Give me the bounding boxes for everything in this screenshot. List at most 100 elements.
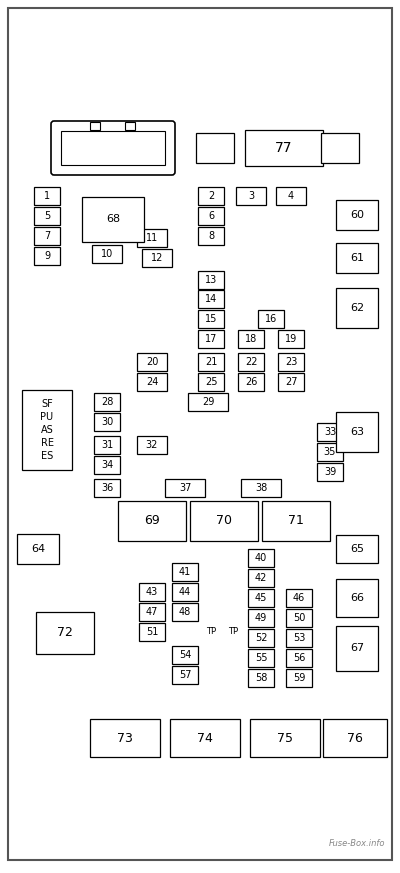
Text: 68: 68 xyxy=(106,214,120,224)
Bar xyxy=(317,423,343,441)
Bar xyxy=(336,579,378,617)
Text: 46: 46 xyxy=(293,593,305,603)
Text: 22: 22 xyxy=(245,357,257,367)
Text: 34: 34 xyxy=(101,460,113,470)
Text: 11: 11 xyxy=(146,233,158,243)
Bar xyxy=(34,187,60,205)
Bar xyxy=(286,649,312,667)
Text: 10: 10 xyxy=(101,249,113,259)
Text: 55: 55 xyxy=(255,653,267,663)
Bar xyxy=(165,479,205,497)
Text: 8: 8 xyxy=(208,231,214,241)
Bar xyxy=(142,249,172,267)
Text: 48: 48 xyxy=(179,607,191,617)
Text: 54: 54 xyxy=(179,650,191,660)
Text: TP: TP xyxy=(206,628,216,636)
Text: 59: 59 xyxy=(293,673,305,683)
Bar xyxy=(198,353,224,371)
Text: 66: 66 xyxy=(350,593,364,603)
Text: 53: 53 xyxy=(293,633,305,643)
Bar xyxy=(236,187,266,205)
Bar xyxy=(248,629,274,647)
Bar xyxy=(336,625,378,670)
Text: 42: 42 xyxy=(255,573,267,583)
Text: 16: 16 xyxy=(265,314,277,324)
Text: 30: 30 xyxy=(101,417,113,427)
Text: 14: 14 xyxy=(205,294,217,304)
Text: 28: 28 xyxy=(101,397,113,407)
Text: 15: 15 xyxy=(205,314,217,324)
Text: 24: 24 xyxy=(146,377,158,387)
Text: 36: 36 xyxy=(101,483,113,493)
Bar xyxy=(94,479,120,497)
Text: 21: 21 xyxy=(205,357,217,367)
Bar xyxy=(22,390,72,470)
Text: 19: 19 xyxy=(285,334,297,344)
Text: 69: 69 xyxy=(144,514,160,527)
Text: 76: 76 xyxy=(347,732,363,745)
Text: 27: 27 xyxy=(285,377,297,387)
Bar xyxy=(172,646,198,664)
Text: 73: 73 xyxy=(117,732,133,745)
Bar xyxy=(278,353,304,371)
Bar xyxy=(317,443,343,461)
Text: 77: 77 xyxy=(275,141,293,155)
FancyBboxPatch shape xyxy=(51,121,175,175)
Text: 2: 2 xyxy=(208,191,214,201)
Text: 58: 58 xyxy=(255,673,267,683)
Bar xyxy=(188,393,228,411)
Text: 70: 70 xyxy=(216,514,232,527)
Bar xyxy=(94,436,120,454)
Bar xyxy=(248,569,274,587)
Text: 40: 40 xyxy=(255,553,267,563)
Bar xyxy=(125,122,135,130)
Bar xyxy=(238,330,264,348)
Text: 23: 23 xyxy=(285,357,297,367)
Bar xyxy=(245,130,323,166)
Bar xyxy=(170,719,240,757)
Bar xyxy=(258,310,284,328)
Bar xyxy=(248,609,274,627)
Bar xyxy=(190,501,258,541)
Bar xyxy=(137,229,167,247)
Bar xyxy=(241,479,281,497)
Bar xyxy=(17,534,59,564)
Text: 37: 37 xyxy=(179,483,191,493)
Bar xyxy=(137,373,167,391)
Text: TP: TP xyxy=(228,628,238,636)
Bar xyxy=(90,719,160,757)
Bar xyxy=(262,501,330,541)
Text: 32: 32 xyxy=(146,440,158,450)
Text: 64: 64 xyxy=(31,544,45,554)
Bar xyxy=(94,413,120,431)
Text: 38: 38 xyxy=(255,483,267,493)
Text: 3: 3 xyxy=(248,191,254,201)
Bar xyxy=(286,609,312,627)
Bar xyxy=(336,535,378,563)
Bar xyxy=(278,330,304,348)
Text: Fuse-Box.info: Fuse-Box.info xyxy=(328,839,385,848)
Bar xyxy=(198,310,224,328)
Text: 39: 39 xyxy=(324,467,336,477)
Text: 72: 72 xyxy=(57,627,73,640)
Bar xyxy=(198,207,224,225)
Bar xyxy=(34,227,60,245)
Bar xyxy=(336,288,378,328)
Text: 74: 74 xyxy=(197,732,213,745)
Text: 50: 50 xyxy=(293,613,305,623)
Bar xyxy=(90,122,100,130)
Bar xyxy=(34,207,60,225)
Text: 52: 52 xyxy=(255,633,267,643)
Bar xyxy=(286,589,312,607)
Text: 9: 9 xyxy=(44,251,50,261)
Bar xyxy=(336,243,378,273)
Text: 43: 43 xyxy=(146,587,158,597)
Bar xyxy=(118,501,186,541)
Text: 29: 29 xyxy=(202,397,214,407)
Text: 71: 71 xyxy=(288,514,304,527)
Bar xyxy=(198,330,224,348)
Bar xyxy=(172,603,198,621)
Bar xyxy=(336,200,378,230)
Text: 6: 6 xyxy=(208,211,214,221)
Bar xyxy=(250,719,320,757)
